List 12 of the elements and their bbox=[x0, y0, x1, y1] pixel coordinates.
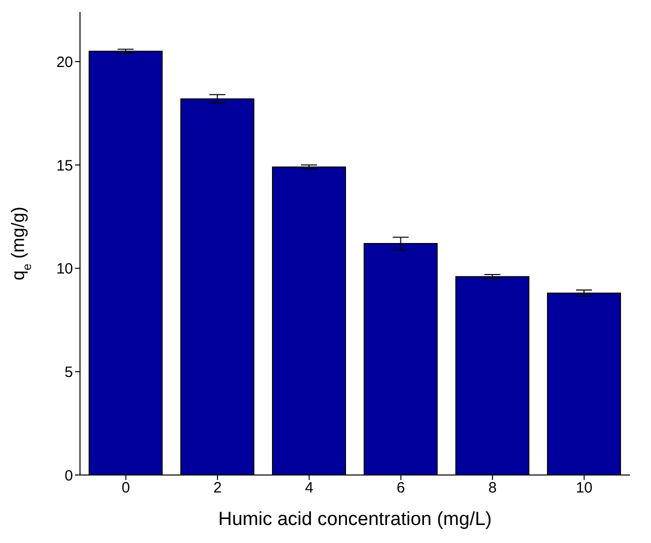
x-tick-label: 2 bbox=[213, 480, 222, 497]
x-tick-label: 4 bbox=[304, 480, 314, 497]
y-tick-label: 10 bbox=[56, 260, 73, 278]
x-tick-label: 0 bbox=[122, 480, 130, 497]
x-tick-label: 8 bbox=[488, 480, 497, 497]
y-tick-label: 15 bbox=[56, 157, 73, 174]
y-tick-label: 0 bbox=[64, 467, 73, 484]
x-tick-label: 6 bbox=[396, 480, 406, 497]
x-tick-label: 10 bbox=[576, 480, 593, 497]
x-axis-title: Humic acid concentration (mg/L) bbox=[218, 509, 492, 530]
y-tick-label: 20 bbox=[56, 54, 73, 71]
y-tick-label: 5 bbox=[64, 364, 73, 381]
